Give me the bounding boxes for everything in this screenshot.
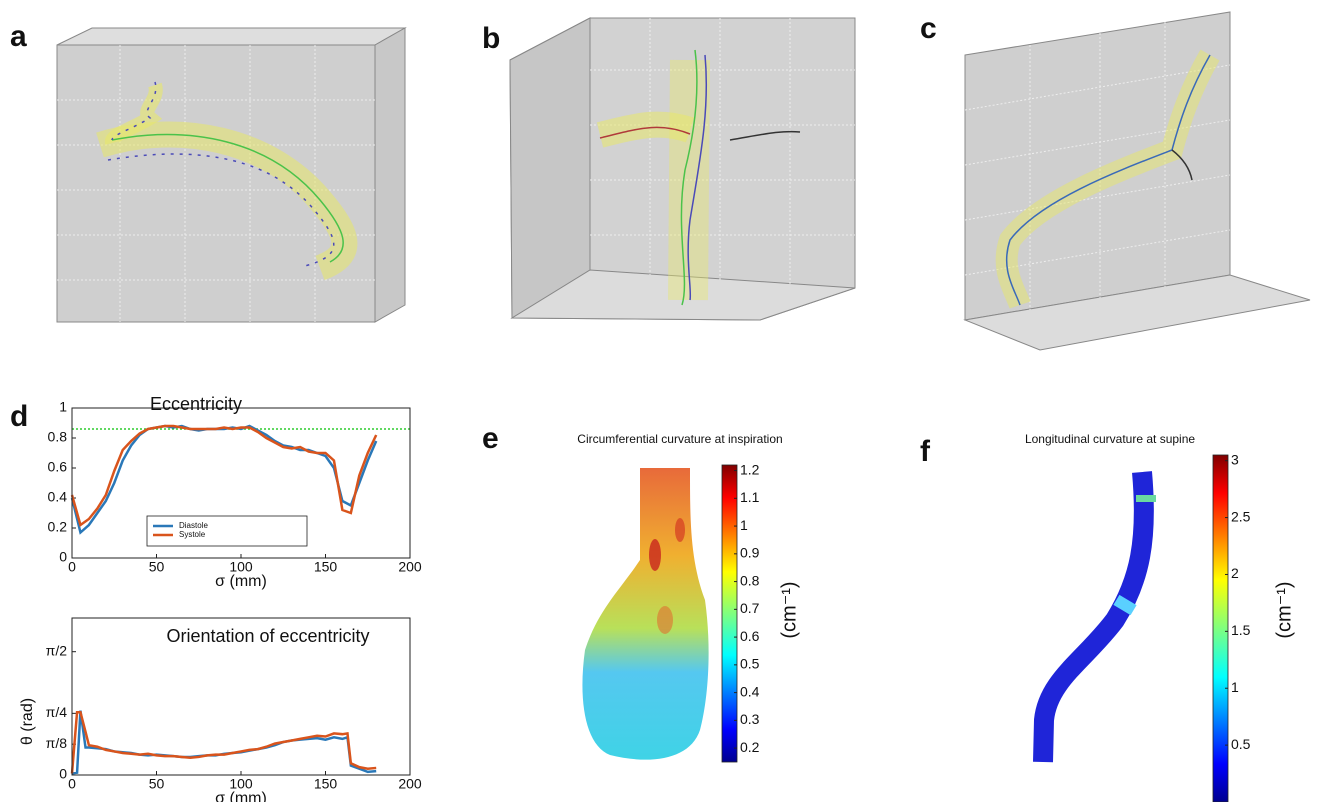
chart-title: Circumferential curvature at inspiration	[577, 432, 782, 446]
x-tick-label: 50	[149, 559, 165, 575]
colorbar	[1212, 454, 1229, 802]
legend-label: Diastole	[179, 521, 208, 530]
chart-title: Eccentricity	[150, 394, 242, 414]
series-line	[70, 710, 377, 774]
y-tick-label: 0.8	[48, 429, 68, 445]
colorbar-tick-label: 2.5	[1231, 508, 1251, 524]
colorbar-tick-label: 0.5	[740, 656, 760, 672]
y-tick-label: 0.6	[48, 459, 68, 475]
y-tick-label: π/4	[46, 704, 68, 720]
x-axis-label: σ (mm)	[215, 790, 267, 802]
panel-c-render	[963, 11, 1311, 351]
colorbar-tick-label: 1.2	[740, 461, 760, 477]
y-tick-label: 0	[59, 766, 67, 782]
colorbar-label: (cm⁻¹)	[1273, 581, 1295, 638]
chart-title: Orientation of eccentricity	[166, 626, 369, 646]
panel-f-render	[1033, 471, 1156, 763]
x-tick-label: 100	[229, 776, 253, 792]
x-tick-label: 200	[398, 559, 422, 575]
x-tick-label: 50	[149, 776, 165, 792]
chart-title: Longitudinal curvature at supine	[1025, 432, 1195, 446]
colorbar-tick-label: 0.4	[740, 683, 760, 699]
colorbar-tick-label: 1	[1231, 679, 1239, 695]
colorbar-tick-label: 1	[740, 517, 748, 533]
y-tick-label: 0.4	[48, 489, 68, 505]
x-tick-label: 200	[398, 776, 422, 792]
panel-b-render	[509, 17, 856, 321]
legend-box	[146, 515, 308, 547]
y-axis-label: θ (rad)	[19, 698, 36, 745]
colorbar-tick-label: 0.6	[740, 628, 760, 644]
colorbar-tick-label: 0.9	[740, 545, 760, 561]
panel-label: e	[482, 422, 499, 455]
x-axis-label: σ (mm)	[215, 573, 267, 590]
colorbar-tick-label: 0.3	[740, 711, 760, 727]
x-tick-label: 100	[229, 559, 253, 575]
axes-frame	[71, 617, 411, 776]
x-tick-label: 150	[314, 776, 338, 792]
y-tick-label: 0	[59, 549, 67, 565]
panel-label: b	[482, 22, 500, 55]
panel-label: a	[10, 20, 27, 53]
axes-frame	[71, 407, 411, 559]
colorbar-tick-label: 2	[1231, 565, 1239, 581]
x-tick-label: 150	[314, 559, 338, 575]
colorbar-label: (cm⁻¹)	[778, 581, 800, 638]
series-line	[70, 424, 378, 528]
colorbar-tick-label: 0.7	[740, 600, 760, 616]
panel-label: c	[920, 12, 937, 45]
colorbar-tick-label: 0.8	[740, 572, 760, 588]
x-tick-label: 0	[68, 776, 76, 792]
panel-label: d	[10, 400, 28, 433]
x-tick-label: 0	[68, 559, 76, 575]
panel-a-render	[56, 27, 407, 323]
panel-e-render	[582, 468, 709, 760]
panel-label: f	[920, 435, 931, 468]
colorbar	[721, 464, 738, 763]
y-tick-label: 0.2	[48, 519, 68, 535]
y-tick-label: π/2	[46, 642, 68, 658]
colorbar-tick-label: 3	[1231, 451, 1239, 467]
colorbar-tick-label: 0.2	[740, 739, 760, 755]
colorbar-tick-label: 1.1	[740, 489, 760, 505]
y-tick-label: 1	[59, 399, 67, 415]
plot-area	[72, 618, 410, 775]
legend-label: Systole	[179, 530, 206, 539]
y-tick-label: π/8	[46, 735, 68, 751]
series-line	[70, 424, 378, 535]
colorbar-tick-label: 1.5	[1231, 622, 1251, 638]
colorbar-tick-label: 0.5	[1231, 736, 1251, 752]
